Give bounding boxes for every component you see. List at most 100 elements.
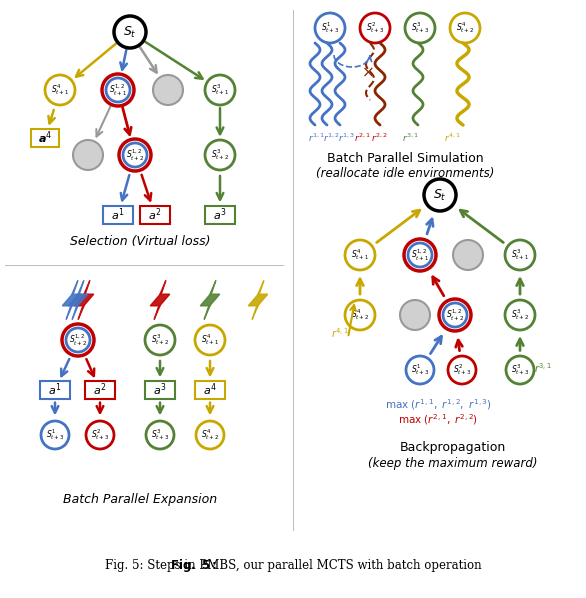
Text: $S^{1,2}_{t+2}$: $S^{1,2}_{t+2}$ (446, 307, 464, 323)
Text: $S^{1,2}_{t+1}$: $S^{1,2}_{t+1}$ (109, 83, 127, 97)
Text: $S^4_{t+1}$: $S^4_{t+1}$ (51, 83, 69, 97)
Text: $r^{4,1}$: $r^{4,1}$ (331, 326, 349, 340)
Text: Batch Parallel Expansion: Batch Parallel Expansion (63, 493, 217, 507)
Polygon shape (74, 280, 94, 319)
Circle shape (45, 75, 75, 105)
Polygon shape (62, 280, 82, 319)
Circle shape (146, 421, 174, 449)
Circle shape (360, 13, 390, 43)
Text: $S^2_{t+3}$: $S^2_{t+3}$ (91, 428, 109, 443)
Text: $\boldsymbol{a^2}$: $\boldsymbol{a^2}$ (148, 207, 162, 223)
Circle shape (106, 78, 130, 102)
FancyBboxPatch shape (140, 206, 170, 224)
Circle shape (114, 16, 146, 48)
Circle shape (404, 239, 436, 271)
Circle shape (196, 421, 224, 449)
Circle shape (119, 139, 151, 171)
FancyBboxPatch shape (40, 381, 70, 399)
Circle shape (86, 421, 114, 449)
Text: Selection (Virtual loss): Selection (Virtual loss) (70, 236, 210, 249)
Circle shape (205, 140, 235, 170)
Text: max $(r^{2,1},\ r^{2,2})$: max $(r^{2,1},\ r^{2,2})$ (398, 413, 478, 428)
Text: $r^{1,2}$: $r^{1,2}$ (322, 132, 339, 144)
Circle shape (66, 328, 90, 352)
Text: $S^3_{t+3}$: $S^3_{t+3}$ (411, 20, 430, 35)
Text: Backpropagation: Backpropagation (400, 441, 506, 454)
Text: $S^{1,2}_{t+2}$: $S^{1,2}_{t+2}$ (69, 332, 87, 347)
FancyBboxPatch shape (195, 381, 225, 399)
Text: Batch Parallel Simulation: Batch Parallel Simulation (326, 151, 483, 164)
Circle shape (505, 300, 535, 330)
FancyBboxPatch shape (85, 381, 115, 399)
Text: $S^4_{t+1}$: $S^4_{t+1}$ (201, 332, 219, 347)
Text: $S^2_{t+3}$: $S^2_{t+3}$ (366, 20, 384, 35)
Text: $\boldsymbol{a}^4$: $\boldsymbol{a}^4$ (38, 130, 52, 147)
Circle shape (205, 75, 235, 105)
Circle shape (345, 240, 375, 270)
Text: (reallocate idle environments): (reallocate idle environments) (316, 166, 494, 179)
Text: $S^1_{t+3}$: $S^1_{t+3}$ (411, 362, 430, 377)
Polygon shape (200, 280, 220, 319)
Circle shape (102, 74, 134, 106)
Circle shape (506, 356, 534, 384)
Text: $S^4_{t+2}$: $S^4_{t+2}$ (351, 307, 369, 322)
Polygon shape (248, 280, 268, 319)
Circle shape (62, 324, 94, 356)
Circle shape (123, 143, 147, 167)
Circle shape (315, 13, 345, 43)
Circle shape (400, 300, 430, 330)
Text: $S_t$: $S_t$ (123, 25, 137, 39)
Circle shape (195, 325, 225, 355)
Text: $r^{1,1}$: $r^{1,1}$ (308, 132, 325, 144)
Text: $S^{1,2}_{t+1}$: $S^{1,2}_{t+1}$ (411, 247, 429, 263)
Text: (keep the maximum reward): (keep the maximum reward) (368, 456, 538, 469)
Text: $r^{3,1}$: $r^{3,1}$ (534, 361, 552, 375)
Circle shape (405, 13, 435, 43)
Text: $S^4_{t+1}$: $S^4_{t+1}$ (351, 248, 369, 263)
Text: $S^{1,2}_{t+2}$: $S^{1,2}_{t+2}$ (126, 147, 144, 163)
Circle shape (406, 356, 434, 384)
Circle shape (345, 300, 375, 330)
Text: Fig. 5: Steps in PMBS, our parallel MCTS with batch operation: Fig. 5: Steps in PMBS, our parallel MCTS… (105, 559, 481, 572)
Text: $S^1_{t+3}$: $S^1_{t+3}$ (46, 428, 64, 443)
Circle shape (450, 13, 480, 43)
FancyBboxPatch shape (145, 381, 175, 399)
Text: $S^3_{t+2}$: $S^3_{t+2}$ (151, 332, 169, 347)
Circle shape (424, 179, 456, 211)
Circle shape (408, 243, 432, 267)
Circle shape (443, 303, 467, 327)
Text: $\boldsymbol{a^1}$: $\boldsymbol{a^1}$ (111, 207, 125, 223)
Text: $S^4_{t+2}$: $S^4_{t+2}$ (201, 428, 219, 443)
Circle shape (41, 421, 69, 449)
Text: $\boldsymbol{a^3}$: $\boldsymbol{a^3}$ (153, 382, 167, 398)
Text: $r^{2,1}$: $r^{2,1}$ (353, 132, 370, 144)
Text: $S^1_{t+3}$: $S^1_{t+3}$ (321, 20, 339, 35)
Text: $S^3_{t+2}$: $S^3_{t+2}$ (211, 148, 229, 163)
Text: $S_t$: $S_t$ (433, 187, 447, 203)
Text: $S^3_{t+1}$: $S^3_{t+1}$ (511, 248, 529, 263)
Text: $\boldsymbol{a^3}$: $\boldsymbol{a^3}$ (213, 207, 227, 223)
Polygon shape (68, 280, 88, 319)
Text: $\boldsymbol{a^4}$: $\boldsymbol{a^4}$ (203, 382, 217, 398)
FancyBboxPatch shape (31, 129, 59, 147)
Circle shape (73, 140, 103, 170)
Text: $S^2_{t+3}$: $S^2_{t+3}$ (453, 362, 471, 377)
Circle shape (439, 299, 471, 331)
Text: $\times$: $\times$ (360, 65, 373, 80)
Text: $r^{2,2}$: $r^{2,2}$ (370, 132, 387, 144)
Text: max $(r^{1,1},\ r^{1,2},\ r^{1,3})$: max $(r^{1,1},\ r^{1,2},\ r^{1,3})$ (385, 398, 492, 413)
Circle shape (453, 240, 483, 270)
Text: $S^4_{t+2}$: $S^4_{t+2}$ (456, 20, 474, 35)
FancyBboxPatch shape (103, 206, 133, 224)
Text: $S^3_{t+3}$: $S^3_{t+3}$ (511, 362, 529, 377)
Text: $r^{4,1}$: $r^{4,1}$ (444, 132, 461, 144)
Circle shape (145, 325, 175, 355)
Text: $\boldsymbol{a^1}$: $\boldsymbol{a^1}$ (48, 382, 62, 398)
Text: $S^3_{t+1}$: $S^3_{t+1}$ (211, 83, 229, 97)
Text: $S^3_{t+3}$: $S^3_{t+3}$ (151, 428, 169, 443)
Circle shape (448, 356, 476, 384)
Polygon shape (150, 280, 170, 319)
Circle shape (505, 240, 535, 270)
FancyBboxPatch shape (205, 206, 235, 224)
Text: $S^3_{t+2}$: $S^3_{t+2}$ (511, 307, 529, 322)
